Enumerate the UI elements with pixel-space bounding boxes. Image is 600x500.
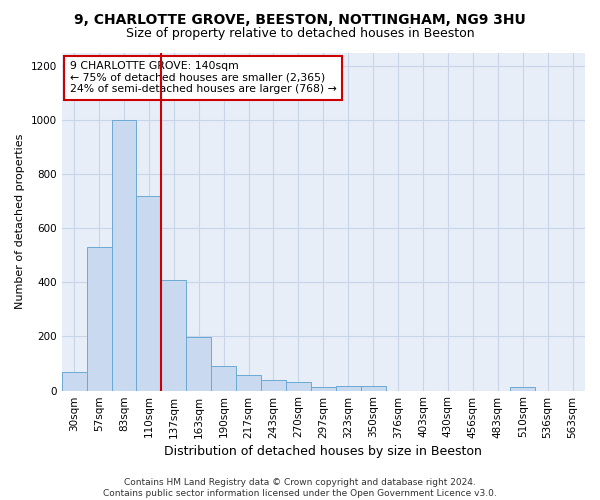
Text: Size of property relative to detached houses in Beeston: Size of property relative to detached ho… <box>125 28 475 40</box>
Bar <box>311 386 336 390</box>
Bar <box>510 386 535 390</box>
Text: 9 CHARLOTTE GROVE: 140sqm
← 75% of detached houses are smaller (2,365)
24% of se: 9 CHARLOTTE GROVE: 140sqm ← 75% of detac… <box>70 61 336 94</box>
Bar <box>186 338 211 390</box>
Bar <box>112 120 136 390</box>
Bar <box>86 247 112 390</box>
Bar <box>161 280 186 390</box>
Bar <box>236 375 261 390</box>
Text: 9, CHARLOTTE GROVE, BEESTON, NOTTINGHAM, NG9 3HU: 9, CHARLOTTE GROVE, BEESTON, NOTTINGHAM,… <box>74 12 526 26</box>
Bar <box>211 366 236 390</box>
Y-axis label: Number of detached properties: Number of detached properties <box>15 134 25 309</box>
Bar <box>361 386 386 390</box>
X-axis label: Distribution of detached houses by size in Beeston: Distribution of detached houses by size … <box>164 444 482 458</box>
Text: Contains HM Land Registry data © Crown copyright and database right 2024.
Contai: Contains HM Land Registry data © Crown c… <box>103 478 497 498</box>
Bar <box>286 382 311 390</box>
Bar <box>136 196 161 390</box>
Bar <box>261 380 286 390</box>
Bar <box>62 372 86 390</box>
Bar <box>336 386 361 390</box>
